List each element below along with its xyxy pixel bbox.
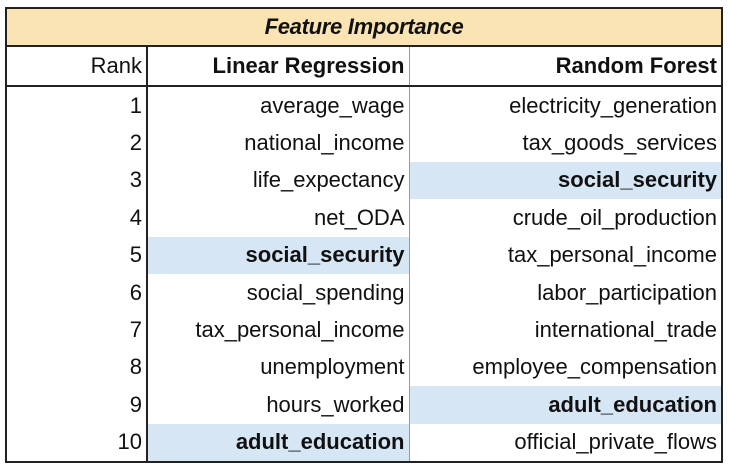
- table-row: 7 tax_personal_income international_trade: [5, 311, 723, 349]
- rank-cell: 3: [5, 161, 148, 200]
- random-forest-cell: official_private_flows: [409, 423, 723, 463]
- rank-cell: 5: [5, 236, 148, 274]
- random-forest-cell: adult_education: [409, 386, 723, 424]
- table-row: 2 national_income tax_goods_services: [5, 124, 723, 162]
- linear-regression-cell: social_spending: [147, 273, 410, 312]
- table-body: 1 average_wage electricity_generation 2 nati…: [5, 86, 723, 463]
- linear-regression-cell: average_wage: [147, 86, 410, 125]
- table-row: 10 adult_education official_private_flows: [5, 423, 723, 463]
- table-title: Feature Importance: [5, 7, 723, 47]
- table-row: 3 life_expectancy social_security: [5, 161, 723, 200]
- random-forest-cell: tax_personal_income: [409, 236, 723, 274]
- rank-cell: 1: [5, 86, 148, 125]
- random-forest-cell: tax_goods_services: [409, 124, 723, 162]
- rank-cell: 2: [5, 124, 148, 162]
- linear-regression-cell: unemployment: [147, 348, 410, 387]
- table-row: 9 hours_worked adult_education: [5, 386, 723, 424]
- linear-regression-cell: national_income: [147, 124, 410, 162]
- linear-regression-cell: tax_personal_income: [147, 311, 410, 349]
- rank-cell: 4: [5, 199, 148, 237]
- table-row: 1 average_wage electricity_generation: [5, 86, 723, 125]
- rank-cell: 6: [5, 273, 148, 312]
- random-forest-cell: employee_compensation: [409, 348, 723, 387]
- random-forest-cell: electricity_generation: [409, 86, 723, 125]
- linear-regression-cell: adult_education: [147, 423, 410, 463]
- random-forest-cell: labor_participation: [409, 273, 723, 312]
- linear-regression-header: Linear Regression: [147, 45, 410, 87]
- table-row: 4 net_ODA crude_oil_production: [5, 199, 723, 237]
- rank-cell: 9: [5, 386, 148, 424]
- linear-regression-cell: hours_worked: [147, 386, 410, 424]
- random-forest-cell: social_security: [409, 161, 723, 200]
- rank-cell: 8: [5, 348, 148, 387]
- title-row: Feature Importance: [5, 7, 723, 47]
- rank-header: Rank: [5, 45, 148, 87]
- linear-regression-cell: life_expectancy: [147, 161, 410, 200]
- linear-regression-cell: social_security: [147, 236, 410, 274]
- random-forest-cell: crude_oil_production: [409, 199, 723, 237]
- table-row: 5 social_security tax_personal_income: [5, 236, 723, 274]
- random-forest-cell: international_trade: [409, 311, 723, 349]
- table-row: 6 social_spending labor_participation: [5, 273, 723, 312]
- table-row: 8 unemployment employee_compensation: [5, 348, 723, 387]
- random-forest-header: Random Forest: [409, 45, 723, 87]
- linear-regression-cell: net_ODA: [147, 199, 410, 237]
- feature-importance-table: Feature Importance Rank Linear Regressio…: [5, 7, 723, 463]
- rank-cell: 7: [5, 311, 148, 349]
- header-row: Rank Linear Regression Random Forest: [5, 45, 723, 87]
- rank-cell: 10: [5, 423, 148, 463]
